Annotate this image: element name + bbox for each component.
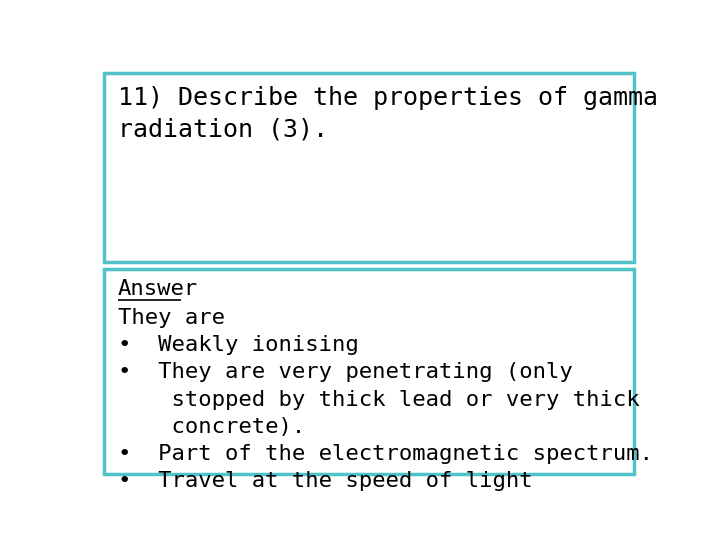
Text: 11) Describe the properties of gamma
radiation (3).: 11) Describe the properties of gamma rad…	[118, 85, 658, 141]
Text: They are
•  Weakly ionising
•  They are very penetrating (only
    stopped by th: They are • Weakly ionising • They are ve…	[118, 308, 653, 491]
FancyBboxPatch shape	[104, 268, 634, 474]
FancyBboxPatch shape	[104, 73, 634, 262]
Text: Answer: Answer	[118, 279, 198, 299]
